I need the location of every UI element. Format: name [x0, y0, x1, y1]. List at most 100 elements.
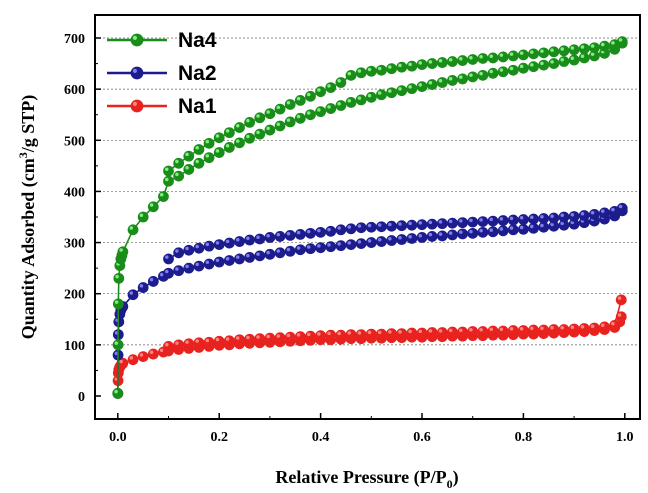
data-point: [487, 325, 499, 337]
data-point-highlight: [611, 321, 615, 326]
data-point: [426, 218, 438, 230]
data-point: [467, 54, 479, 65]
data-point: [588, 322, 600, 334]
data-point-highlight: [580, 45, 585, 49]
data-point: [457, 55, 468, 66]
data-point-highlight: [256, 252, 260, 256]
data-point-highlight: [570, 212, 575, 217]
data-point: [538, 213, 550, 224]
data-point: [386, 220, 397, 232]
data-point-highlight: [114, 351, 119, 356]
data-point-highlight: [618, 204, 623, 209]
data-point-highlight: [580, 54, 585, 58]
data-point: [294, 244, 306, 256]
data-point-highlight: [317, 332, 321, 336]
data-point: [173, 247, 185, 259]
data-point-highlight: [590, 44, 595, 48]
data-point-highlight: [306, 111, 311, 115]
data-point-highlight: [256, 114, 260, 118]
data-point-highlight: [428, 329, 433, 333]
data-point: [615, 311, 627, 323]
data-point: [558, 45, 570, 57]
data-point: [325, 82, 337, 94]
data-point: [193, 144, 205, 155]
data-point: [315, 106, 327, 118]
data-point: [163, 253, 174, 265]
data-point-highlight: [438, 79, 443, 83]
data-point-highlight: [357, 96, 362, 100]
data-point: [436, 327, 448, 338]
data-point-highlight: [149, 277, 154, 282]
data-point: [254, 233, 266, 245]
data-point: [264, 124, 276, 136]
data-point-highlight: [235, 255, 240, 259]
data-point-highlight: [459, 219, 463, 223]
data-point: [578, 52, 590, 64]
data-point-highlight: [377, 91, 382, 95]
data-point-highlight: [580, 211, 585, 216]
data-point: [213, 256, 225, 268]
data-point-highlight: [388, 237, 392, 241]
data-point: [396, 234, 408, 245]
data-point: [487, 226, 499, 238]
data-point: [315, 86, 327, 98]
data-point-highlight: [317, 228, 321, 233]
data-point: [477, 216, 489, 228]
data-point-highlight: [347, 98, 352, 103]
data-point: [538, 47, 550, 59]
data-point: [203, 240, 215, 252]
data-point-highlight: [139, 213, 144, 217]
data-point-highlight: [388, 330, 392, 334]
data-point-highlight: [570, 325, 575, 329]
data-point-highlight: [165, 177, 169, 182]
data-point-highlight: [159, 193, 164, 197]
data-point-highlight: [119, 248, 123, 252]
data-point-highlight: [499, 227, 504, 231]
data-point: [447, 56, 458, 67]
data-point: [223, 255, 235, 266]
data-point: [345, 97, 357, 108]
data-point-highlight: [479, 54, 483, 59]
data-point-highlight: [499, 68, 504, 72]
data-point: [355, 222, 367, 234]
data-point-highlight: [459, 57, 463, 61]
data-point: [203, 152, 215, 164]
data-point-highlight: [215, 241, 220, 245]
data-point: [127, 224, 139, 236]
data-point-highlight: [448, 231, 453, 235]
data-point-highlight: [428, 220, 433, 225]
y-tick-label: 0: [78, 390, 85, 405]
data-point: [376, 221, 387, 233]
data-point-highlight: [357, 331, 362, 335]
data-point-highlight: [509, 52, 514, 56]
data-point-highlight: [459, 328, 463, 333]
data-point-highlight: [398, 236, 402, 240]
data-point-highlight: [469, 229, 473, 234]
data-point-highlight: [215, 134, 220, 138]
data-point: [335, 77, 347, 88]
data-point: [147, 201, 159, 213]
data-point-highlight: [438, 329, 443, 333]
data-point-highlight: [469, 218, 473, 223]
data-point-highlight: [469, 73, 473, 77]
data-point-highlight: [256, 235, 260, 239]
data-point-highlight: [570, 56, 575, 61]
data-point: [163, 340, 174, 352]
data-point-highlight: [601, 42, 605, 47]
data-point: [213, 335, 225, 347]
data-point-highlight: [459, 75, 463, 79]
data-point: [487, 215, 499, 227]
data-point-highlight: [149, 350, 154, 355]
data-point-highlight: [367, 330, 372, 335]
data-point-highlight: [489, 217, 493, 222]
series-layer: [112, 36, 628, 399]
data-point-highlight: [286, 100, 291, 105]
data-point-highlight: [175, 341, 179, 345]
data-point-highlight: [129, 226, 134, 230]
x-tick-label: 0.0: [109, 430, 127, 445]
data-point-highlight: [246, 134, 250, 139]
data-point: [315, 226, 327, 238]
data-point: [213, 132, 225, 144]
data-point: [244, 116, 256, 128]
data-point: [386, 328, 397, 339]
